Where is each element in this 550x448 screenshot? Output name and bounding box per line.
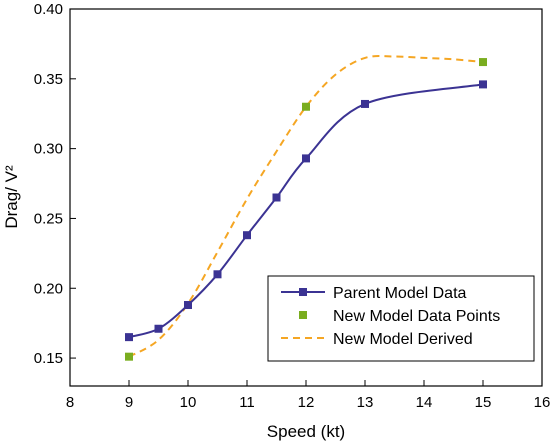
y-tick-label: 0.30	[34, 141, 63, 158]
y-axis-ticks: 0.15 0.20 0.25 0.30 0.35 0.40	[34, 1, 76, 367]
x-tick-label: 16	[534, 394, 550, 411]
legend-parent-marker-icon	[299, 288, 307, 296]
x-axis-title: Speed (kt)	[267, 422, 345, 441]
y-tick-label: 0.40	[34, 1, 63, 18]
y-axis-title: Drag/ V²	[2, 165, 21, 229]
parent-model-point	[272, 193, 281, 202]
x-tick-label: 8	[66, 394, 74, 411]
x-tick-label: 12	[298, 394, 315, 411]
parent-model-point	[361, 99, 369, 108]
parent-model-point	[213, 270, 222, 279]
new-model-derived-line	[128, 55, 484, 358]
x-tick-label: 10	[180, 394, 197, 411]
parent-model-point	[243, 231, 251, 240]
new-model-point	[125, 352, 133, 361]
y-tick-label: 0.35	[34, 71, 63, 88]
legend: Parent Model Data New Model Data Points …	[267, 275, 535, 362]
y-tick-label: 0.15	[34, 350, 63, 367]
x-axis-ticks: 8 9 10 11 12 13 14 15 16	[66, 380, 550, 411]
legend-new-points-label: New Model Data Points	[333, 308, 500, 325]
x-tick-label: 11	[239, 394, 255, 411]
new-model-point	[479, 58, 487, 67]
x-tick-label: 13	[357, 394, 374, 411]
parent-model-point	[479, 80, 487, 89]
parent-model-point	[302, 154, 310, 163]
legend-new-points-marker-icon	[299, 311, 307, 319]
parent-model-point	[154, 324, 163, 333]
series-layer	[125, 55, 487, 361]
parent-model-point	[184, 301, 192, 310]
legend-derived-label: New Model Derived	[333, 331, 473, 348]
y-tick-label: 0.20	[34, 280, 63, 297]
y-tick-label: 0.25	[34, 210, 63, 227]
x-tick-label: 9	[125, 394, 133, 411]
new-model-point	[302, 102, 310, 111]
legend-parent-label: Parent Model Data	[333, 285, 467, 302]
parent-model-point	[125, 333, 133, 342]
legend-box	[267, 275, 535, 362]
x-tick-label: 14	[416, 394, 433, 411]
x-tick-label: 15	[475, 394, 492, 411]
